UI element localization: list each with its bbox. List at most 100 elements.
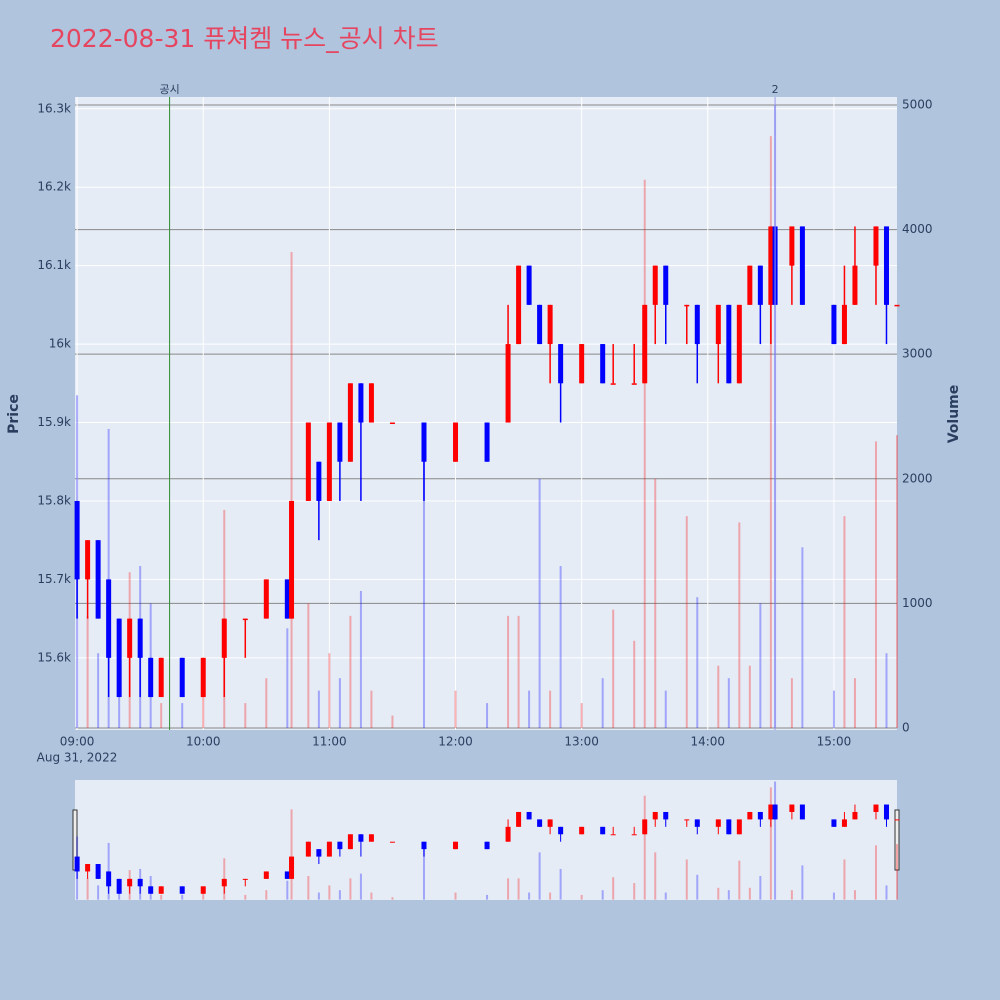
- mini-candle-body: [505, 826, 511, 842]
- candle-body: [95, 540, 101, 619]
- mini-volume-bar: [349, 878, 352, 900]
- candle-body: [883, 226, 889, 305]
- volume-bar: [86, 615, 89, 729]
- mini-candle-body: [610, 834, 616, 836]
- candle-body: [579, 344, 585, 384]
- mini-volume-bar: [696, 874, 699, 900]
- y2-tick-label: 3000: [902, 347, 933, 361]
- mini-candle-body: [347, 834, 353, 850]
- mini-volume-bar: [391, 897, 394, 900]
- slider-handle[interactable]: [894, 809, 900, 871]
- volume-bar: [359, 590, 362, 729]
- mini-volume-bar: [86, 878, 89, 900]
- mini-volume-bar: [643, 795, 646, 900]
- mini-volume-bar: [559, 868, 562, 900]
- x-tick-label: 14:00: [690, 735, 725, 749]
- range-slider[interactable]: [75, 780, 897, 900]
- mini-volume-bar: [359, 873, 362, 900]
- volume-bar: [317, 690, 320, 729]
- mini-candle-body: [421, 841, 427, 850]
- mini-volume-bar: [265, 890, 268, 900]
- mini-volume-bar: [633, 883, 636, 900]
- mini-volume-bar: [286, 880, 289, 900]
- mini-volume-bar: [317, 892, 320, 900]
- mini-candle-body: [873, 804, 879, 812]
- mini-candle-body: [841, 819, 847, 827]
- mini-volume-bar: [517, 878, 520, 900]
- volume-bar: [349, 615, 352, 729]
- x-tick-label: 10:00: [186, 735, 221, 749]
- volume-bar: [853, 678, 856, 729]
- mini-candle-body: [547, 819, 553, 827]
- volume-bar: [685, 516, 688, 729]
- mini-candle-body: [358, 834, 364, 842]
- candle-body: [768, 226, 774, 305]
- mini-candle-body: [337, 841, 343, 850]
- mini-volume-bar: [528, 892, 531, 900]
- mini-candle-body: [137, 878, 143, 887]
- mini-volume-bar: [244, 894, 247, 900]
- candle-body: [547, 304, 553, 345]
- candle-body: [453, 422, 459, 462]
- y-tick-label: 15.8k: [37, 493, 71, 507]
- mini-candle-body: [799, 804, 805, 820]
- x-tick-label: 13:00: [564, 735, 599, 749]
- volume-bar: [896, 435, 898, 729]
- mini-candle-body: [736, 819, 742, 835]
- mini-volume-bar: [107, 842, 110, 900]
- mini-volume-bar: [486, 894, 489, 900]
- mini-candle-body: [772, 804, 778, 820]
- candle-body: [652, 265, 658, 305]
- mini-volume-bar: [853, 890, 856, 900]
- candle-body: [179, 657, 185, 698]
- volume-bar: [549, 690, 552, 729]
- x-tick-label: 09:00: [60, 735, 95, 749]
- volume-bar: [633, 640, 636, 729]
- mini-volume-bar: [580, 894, 583, 900]
- y2-axis-title: Volume: [946, 385, 962, 444]
- volume-bar: [885, 653, 888, 729]
- volume-bar: [307, 603, 310, 729]
- mini-volume-bar: [685, 859, 688, 900]
- candle-body: [389, 422, 395, 425]
- candle-body: [841, 304, 847, 345]
- mini-candle-body: [831, 819, 837, 827]
- candle-body: [600, 344, 606, 384]
- mini-volume-bar: [160, 894, 163, 900]
- mini-volume-bar: [774, 781, 777, 900]
- volume-bar: [160, 703, 163, 729]
- mini-candle-body: [200, 886, 206, 894]
- candle-body: [736, 304, 742, 384]
- mini-candle-body: [305, 841, 311, 857]
- volume-bar: [769, 136, 772, 729]
- candle-body: [747, 265, 753, 305]
- mini-candle-body: [768, 804, 774, 820]
- candle-body: [158, 657, 164, 698]
- mini-candle-body: [537, 819, 543, 827]
- volume-bar: [107, 428, 110, 729]
- candle-body: [116, 618, 122, 698]
- mini-volume-bar: [454, 892, 457, 900]
- volume-bar: [244, 703, 247, 729]
- candle-body: [694, 304, 700, 345]
- volume-bar: [290, 252, 293, 729]
- candle-body: [305, 422, 311, 501]
- volume-bar: [559, 566, 562, 729]
- candle-body: [242, 618, 248, 621]
- y2-tick-label: 1000: [902, 596, 933, 610]
- candle-body: [137, 618, 143, 658]
- mini-volume-bar: [202, 892, 205, 900]
- candle-body: [263, 579, 269, 619]
- candle-body: [831, 304, 837, 345]
- mini-candle-body: [263, 871, 269, 879]
- volume-bar: [580, 703, 583, 729]
- mini-volume-bar: [874, 845, 877, 900]
- candle-body: [610, 383, 616, 385]
- mini-candle-body: [694, 819, 700, 827]
- mini-volume-bar: [885, 885, 888, 900]
- mini-candle-body: [484, 841, 490, 850]
- candle-body: [85, 540, 91, 580]
- candle-body: [799, 226, 805, 305]
- mini-candle-body: [106, 871, 112, 887]
- mini-candle-body: [663, 811, 669, 820]
